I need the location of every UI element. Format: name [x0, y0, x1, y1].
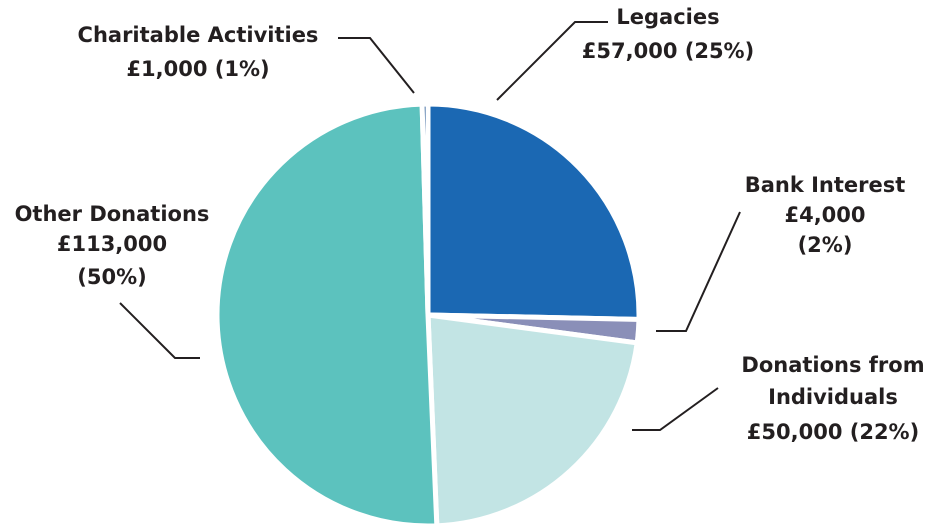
value-label: £50,000 (22%) — [747, 420, 919, 444]
pie-slice — [214, 101, 440, 526]
leader-line — [632, 387, 719, 431]
label-line: Individuals — [768, 385, 898, 409]
pie-slice — [425, 312, 640, 526]
slice-label: Charitable Activities — [78, 23, 319, 47]
slice-label: Legacies — [616, 5, 719, 29]
label-line: (2%) — [798, 233, 853, 257]
label-line: Donations from — [741, 353, 924, 377]
value-label: £4,000 (2%) — [784, 203, 865, 257]
leader-line — [338, 37, 415, 94]
label-line: (50%) — [77, 265, 146, 289]
label-line: Other Donations — [15, 202, 210, 226]
value-label: £113,000 (50%) — [57, 232, 167, 289]
label-line: Charitable Activities — [78, 23, 319, 47]
label-line: £113,000 — [57, 232, 167, 256]
leader-line — [656, 211, 741, 332]
label-line: £50,000 (22%) — [747, 420, 919, 444]
pie-slice — [425, 101, 642, 322]
leader-line — [496, 21, 608, 101]
label-line: Bank Interest — [745, 173, 906, 197]
slice-label: Other Donations — [15, 202, 210, 226]
slice-label: Donations from Individuals — [741, 353, 924, 409]
label-line: Legacies — [616, 5, 719, 29]
label-line: £1,000 (1%) — [126, 57, 269, 81]
leader-line — [119, 302, 200, 359]
slice-label: Bank Interest — [745, 173, 906, 197]
value-label: £1,000 (1%) — [126, 57, 269, 81]
label-line: £57,000 (25%) — [582, 39, 754, 63]
pie-slice — [419, 101, 431, 316]
value-label: £57,000 (25%) — [582, 39, 754, 63]
label-line: £4,000 — [784, 203, 865, 227]
